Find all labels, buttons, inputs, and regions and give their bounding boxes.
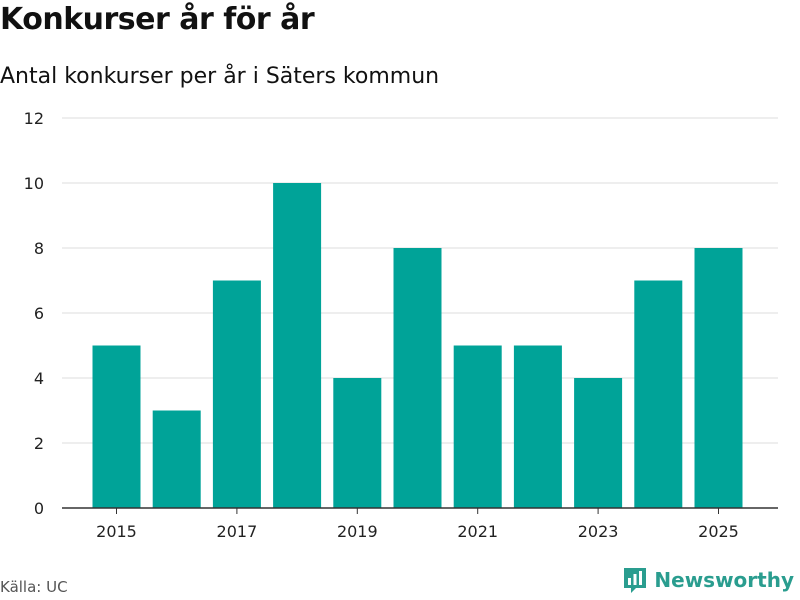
x-tick-label: 2015 [96,522,137,541]
y-tick-label: 4 [34,369,44,388]
brand-name: Newsworthy [654,568,794,592]
x-tick-label: 2023 [578,522,619,541]
bar-2023 [574,378,623,508]
source-note: Källa: UC [0,578,68,596]
y-tick-label: 0 [34,499,44,518]
chart-subtitle: Antal konkurser per år i Säters kommun [0,64,440,89]
x-tick-label: 2019 [337,522,378,541]
y-tick-label: 6 [34,304,44,323]
y-tick-label: 12 [24,109,44,128]
bar-2016 [152,410,201,508]
bar-2019 [333,378,382,508]
bar-2024 [634,280,683,508]
newsworthy-icon [624,568,647,593]
bar-2025 [694,248,743,508]
x-tick-label: 2021 [457,522,498,541]
bar-2018 [273,183,322,508]
x-tick-label: 2025 [698,522,739,541]
bar-2021 [453,345,502,508]
y-tick-label: 10 [24,174,44,193]
newsworthy-logo: Newsworthy [622,566,794,594]
y-tick-label: 2 [34,434,44,453]
bar-2015 [92,345,141,508]
chart-title: Konkurser år för år [0,2,315,37]
axes: 0 2 4 6 8 10 12 2015 2017 2019 2021 2023 2025 [24,109,778,541]
x-tick-label: 2017 [217,522,258,541]
bar-2022 [513,345,562,508]
y-tick-label: 8 [34,239,44,258]
bar-2017 [212,280,261,508]
bars [92,183,743,508]
bar-2020 [393,248,442,508]
